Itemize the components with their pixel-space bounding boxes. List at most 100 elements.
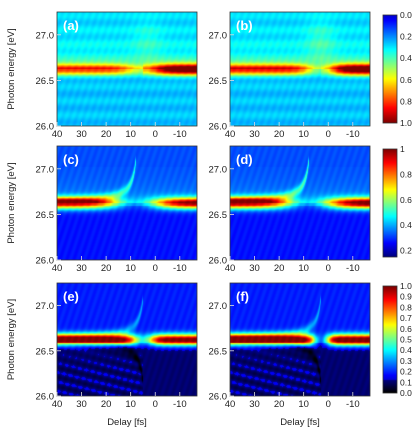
x-tick-label: 0 [153, 263, 158, 274]
x-tick-label: 40 [52, 129, 63, 140]
y-tick-label: 26.5 [209, 210, 228, 221]
y-tick-label: 26.0 [36, 122, 55, 133]
panel-label: (e) [63, 289, 79, 304]
heatmap-d [230, 146, 370, 260]
x-tick-label: 30 [76, 129, 87, 140]
colorbar-frame [382, 14, 398, 124]
colorbar-tick-label: 0.6 [400, 195, 412, 205]
x-tick-label: -10 [346, 263, 360, 274]
y-axis-label: Photon energy [eV] [6, 299, 17, 380]
x-tick-label: 0 [326, 263, 331, 274]
x-tick-label: 10 [298, 399, 309, 410]
colorbar-tick-label: 0.6 [400, 324, 412, 334]
x-tick-label: -10 [173, 399, 187, 410]
panel-label: (a) [63, 18, 79, 33]
y-tick-label: 26.0 [36, 392, 55, 403]
y-axis-label: Photon energy [eV] [6, 162, 17, 243]
x-tick-label: 0 [326, 399, 331, 410]
colorbar-2 [383, 149, 397, 257]
colorbar-3 [383, 286, 397, 393]
colorbar-tick-label: 0.4 [400, 53, 412, 63]
colorbar-tick-label: 0.5 [400, 335, 412, 345]
y-tick-label: 26.0 [209, 392, 228, 403]
x-tick-label: 20 [101, 129, 112, 140]
x-tick-label: 30 [249, 399, 260, 410]
panel-label: (d) [236, 152, 253, 167]
x-tick-label: 0 [153, 399, 158, 410]
y-tick-label: 26.0 [36, 256, 55, 267]
y-tick-label: 27.0 [209, 301, 228, 312]
colorbar-tick-label: 0.8 [400, 169, 412, 179]
x-tick-label: 40 [225, 129, 236, 140]
colorbar-tick-label: 0.0 [400, 388, 412, 398]
x-tick-label: 40 [225, 263, 236, 274]
x-tick-label: 10 [125, 129, 136, 140]
heatmap-c [57, 146, 197, 260]
y-axis-label: Photon energy [eV] [6, 28, 17, 109]
x-tick-label: -10 [173, 263, 187, 274]
x-tick-label: 0 [326, 129, 331, 140]
x-tick-label: 20 [101, 263, 112, 274]
panel-label: (f) [236, 289, 249, 304]
x-tick-label: 40 [52, 263, 63, 274]
x-tick-label: 20 [274, 129, 285, 140]
x-tick-label: 40 [52, 399, 63, 410]
colorbar-tick-label: 0.2 [400, 367, 412, 377]
x-tick-label: 40 [225, 399, 236, 410]
colorbar-tick-label: 0.4 [400, 345, 412, 355]
y-tick-label: 27.0 [209, 164, 228, 175]
panel-frame [229, 145, 371, 261]
y-tick-label: 27.0 [36, 30, 55, 41]
colorbar-tick-label: 1.0 [400, 118, 412, 128]
panel-label: (c) [63, 152, 79, 167]
x-tick-label: 30 [249, 263, 260, 274]
colorbar-tick-label: 1.0 [400, 281, 412, 291]
colorbar-frame [382, 148, 398, 258]
heatmap-f [230, 283, 370, 396]
x-tick-label: 20 [274, 399, 285, 410]
colorbar-tick-label: 1 [400, 144, 405, 154]
x-tick-label: 10 [298, 129, 309, 140]
x-tick-label: 10 [298, 263, 309, 274]
panel-frame [229, 282, 371, 397]
colorbar-frame [382, 285, 398, 394]
heatmap-a [57, 12, 197, 126]
colorbar-1 [383, 15, 397, 123]
x-tick-label: 20 [274, 263, 285, 274]
colorbar-tick-label: 0.4 [400, 220, 412, 230]
y-tick-label: 26.5 [36, 346, 55, 357]
y-tick-label: 26.5 [36, 76, 55, 87]
colorbar-tick-label: 0.9 [400, 292, 412, 302]
heatmap-e [57, 283, 197, 396]
x-tick-label: 20 [101, 399, 112, 410]
panel-frame [56, 282, 198, 397]
x-tick-label: 0 [153, 129, 158, 140]
colorbar-tick-label: 0.0 [400, 10, 412, 20]
colorbar-tick-label: 0.3 [400, 356, 412, 366]
colorbar-tick-label: 0.8 [400, 96, 412, 106]
x-axis-label: Delay [fs] [280, 417, 320, 428]
y-tick-label: 26.5 [209, 346, 228, 357]
x-tick-label: 30 [76, 399, 87, 410]
y-tick-label: 26.0 [209, 256, 228, 267]
x-tick-label: 10 [125, 399, 136, 410]
panel-frame [56, 11, 198, 127]
colorbar-tick-label: 0.6 [400, 75, 412, 85]
x-tick-label: 10 [125, 263, 136, 274]
panel-label: (b) [236, 18, 253, 33]
y-tick-label: 27.0 [36, 301, 55, 312]
y-tick-label: 26.5 [209, 76, 228, 87]
x-tick-label: -10 [173, 129, 187, 140]
y-tick-label: 27.0 [36, 164, 55, 175]
panel-frame [56, 145, 198, 261]
x-tick-label: 30 [249, 129, 260, 140]
heatmap-b [230, 12, 370, 126]
colorbar-tick-label: 0.7 [400, 313, 412, 323]
x-tick-label: 30 [76, 263, 87, 274]
colorbar-tick-label: 0.2 [400, 32, 412, 42]
x-tick-label: -10 [346, 129, 360, 140]
colorbar-tick-label: 0.8 [400, 302, 412, 312]
y-tick-label: 27.0 [209, 30, 228, 41]
y-tick-label: 26.5 [36, 210, 55, 221]
